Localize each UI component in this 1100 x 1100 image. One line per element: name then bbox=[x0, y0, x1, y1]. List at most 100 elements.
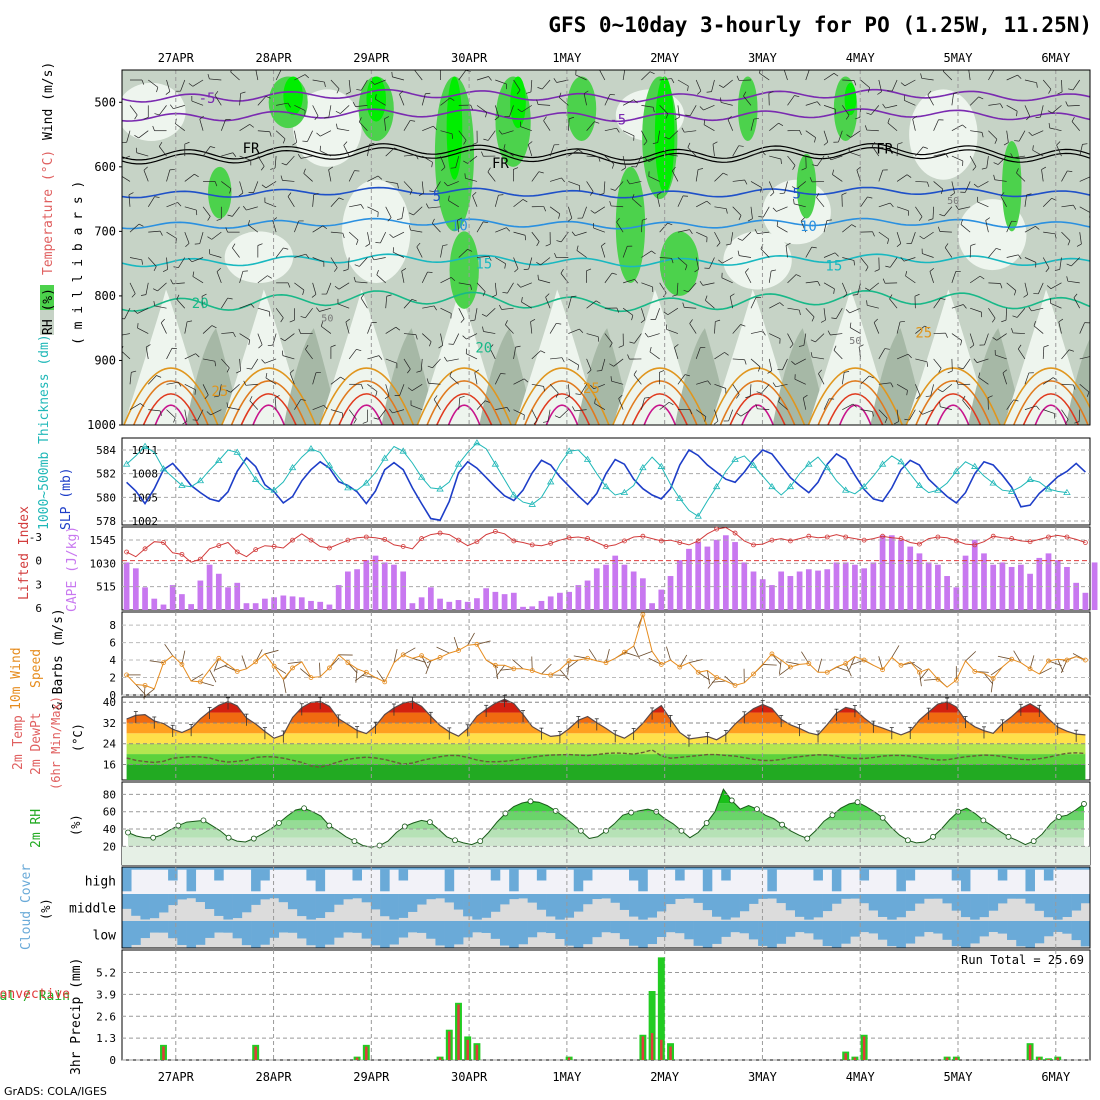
temp-band bbox=[126, 754, 1086, 765]
rh-point bbox=[1081, 801, 1087, 807]
wind-barb bbox=[476, 400, 486, 410]
wind-barb bbox=[348, 409, 357, 420]
wind-barb bbox=[249, 400, 259, 410]
wind-barb-surface bbox=[638, 650, 653, 657]
wind-barb bbox=[465, 177, 478, 182]
wind-barb bbox=[641, 308, 646, 320]
wind-barb-flag bbox=[444, 356, 448, 362]
cloud-bar bbox=[702, 867, 713, 892]
wind-barb-flag bbox=[1011, 328, 1014, 334]
cape-bar bbox=[612, 555, 619, 610]
wind-barb-flag bbox=[141, 79, 145, 85]
wind-barb-flag bbox=[159, 142, 163, 147]
li-point bbox=[677, 540, 683, 545]
wind-barb-flag bbox=[338, 197, 344, 200]
wind-barb bbox=[440, 333, 444, 346]
wind-point bbox=[898, 662, 904, 668]
wind-barb bbox=[239, 333, 250, 341]
wind-barb-flag bbox=[194, 173, 199, 178]
wind-barb bbox=[823, 72, 835, 81]
cloud-bar bbox=[509, 921, 519, 948]
cloud-bar bbox=[324, 867, 335, 870]
wind-barb-flag bbox=[352, 102, 356, 107]
wind-barb-flag bbox=[411, 298, 417, 302]
cloud-bar bbox=[702, 894, 713, 911]
wind-barb bbox=[1061, 79, 1063, 93]
cloud-bar bbox=[278, 867, 289, 870]
wind-barb bbox=[759, 72, 770, 81]
wind-barb-flag bbox=[343, 269, 349, 272]
rh-band bbox=[128, 837, 1084, 847]
wind-barb-flag bbox=[472, 191, 477, 196]
wind-point bbox=[437, 655, 443, 660]
wind-barb bbox=[221, 181, 232, 189]
wind-tick-label: 4 bbox=[109, 654, 116, 667]
rh-point bbox=[401, 823, 408, 830]
wind-barb-flag bbox=[684, 265, 688, 271]
wind-barb-surface bbox=[135, 684, 146, 696]
cloud-bar bbox=[573, 921, 584, 948]
cape-bar bbox=[409, 603, 416, 610]
thickness-point bbox=[841, 486, 850, 493]
wind-barb-flag bbox=[611, 163, 615, 169]
cape-bar bbox=[695, 542, 702, 610]
wind-barb bbox=[216, 271, 222, 283]
wind-barb bbox=[282, 355, 295, 360]
wind-barb bbox=[337, 303, 350, 309]
cloud-bar bbox=[721, 867, 731, 881]
wind-barb-flag bbox=[161, 318, 165, 324]
wind-barb bbox=[970, 307, 982, 313]
wind-barb-flag bbox=[362, 421, 368, 424]
li-point bbox=[1046, 534, 1051, 540]
isotherm-arc-0 bbox=[514, 367, 610, 425]
wind-barb bbox=[157, 282, 167, 292]
wind-barb bbox=[449, 375, 459, 385]
li-point bbox=[345, 537, 351, 543]
wind-barb bbox=[330, 409, 343, 414]
wind-barb bbox=[440, 97, 451, 106]
wind-point bbox=[880, 667, 885, 673]
wind-barb-flag bbox=[852, 294, 858, 296]
cape-bar bbox=[769, 585, 775, 610]
cloud-bar bbox=[463, 894, 473, 917]
wind-barb bbox=[970, 130, 983, 133]
wind-barb-flag bbox=[610, 376, 612, 382]
cloud-bar bbox=[638, 867, 648, 892]
wind-barb bbox=[239, 181, 244, 194]
rh-low-dark-patch bbox=[186, 328, 241, 425]
contour-label: 50 bbox=[849, 336, 861, 347]
cape-bar bbox=[298, 597, 305, 610]
wind-barb bbox=[289, 372, 295, 385]
wind-barb bbox=[1079, 232, 1082, 245]
wind-barb-flag bbox=[889, 294, 893, 300]
wind-barb-flag bbox=[873, 318, 878, 323]
wind-barb-flag bbox=[996, 247, 1001, 251]
wind-barb-flag bbox=[1066, 276, 1069, 282]
wind-barb bbox=[796, 181, 806, 190]
wind-barb bbox=[232, 206, 240, 217]
wind-barb bbox=[896, 174, 908, 182]
cape-bar bbox=[225, 587, 231, 610]
cape-bar bbox=[640, 578, 646, 610]
wind-barb bbox=[860, 409, 873, 412]
wind-barb-flag bbox=[609, 342, 613, 348]
cloud-bar bbox=[684, 867, 694, 870]
wind-barb bbox=[922, 409, 934, 415]
cloud-bar bbox=[324, 894, 335, 913]
cloud-bar bbox=[287, 921, 298, 933]
wind-barb-flag bbox=[516, 89, 521, 95]
wind-barb-flag bbox=[939, 401, 941, 407]
wind-barb bbox=[714, 383, 726, 389]
wind-barb bbox=[312, 105, 319, 117]
li-point bbox=[290, 537, 295, 543]
wind-barb-flag bbox=[778, 396, 781, 402]
wind-barb-flag bbox=[283, 247, 289, 250]
wind-barb bbox=[832, 174, 843, 182]
wind-barb-flag bbox=[687, 142, 691, 148]
wind-barb-flag bbox=[429, 341, 432, 347]
wind-barb-flag bbox=[524, 235, 527, 241]
wind-barb bbox=[633, 374, 642, 385]
wind-point bbox=[677, 664, 683, 670]
cape-bar bbox=[400, 571, 407, 610]
